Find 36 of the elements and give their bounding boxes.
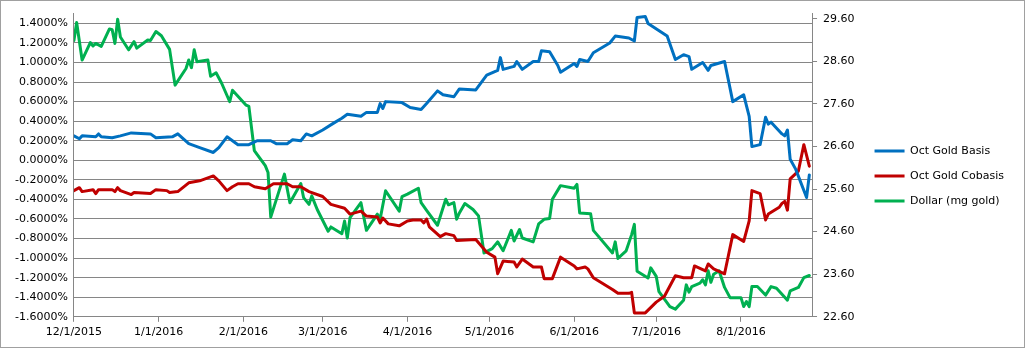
legend-label: Oct Gold Cobasis (910, 168, 1005, 182)
y-tick-label: -0.2000% (14, 172, 68, 186)
y-tick-label: 0.8000% (18, 74, 68, 88)
legend-label: Oct Gold Basis (910, 143, 991, 157)
y2-tick-label: 24.60 (823, 224, 855, 238)
x-tick-label: 4/1/2016 (382, 325, 433, 339)
y2-tick-label: 27.60 (823, 96, 855, 110)
x-tick-label: 2/1/2016 (218, 325, 269, 339)
legend-label: Dollar (mg gold) (910, 193, 1000, 207)
y-tick-label: -1.2000% (14, 270, 68, 284)
y-tick-label: 1.0000% (18, 55, 68, 69)
y2-tick-label: 25.60 (823, 181, 855, 195)
x-tick-label: 3/1/2016 (297, 325, 348, 339)
y-tick-label: 1.4000% (18, 16, 68, 30)
y-tick-label: -1.0000% (14, 250, 68, 264)
x-tick-label: 12/1/2015 (45, 325, 103, 339)
y-tick-label: -1.4000% (14, 290, 68, 304)
y-tick-label: 0.6000% (18, 94, 68, 108)
y2-tick-label: 28.60 (823, 54, 855, 68)
x-tick-label: 1/1/2016 (133, 325, 184, 339)
y-tick-label: 1.2000% (18, 35, 68, 49)
y-tick-label: 0.0000% (18, 153, 68, 167)
y-tick-label: 0.4000% (18, 114, 68, 128)
y2-tick-label: 29.60 (823, 11, 855, 25)
y2-tick-label: 23.60 (823, 267, 855, 281)
x-tick-label: 6/1/2016 (549, 325, 599, 339)
y-tick-label: -0.4000% (14, 192, 68, 206)
x-tick-label: 8/1/2016 (716, 325, 766, 339)
y2-tick-label: 26.60 (823, 139, 855, 153)
y2-tick-label: 22.60 (823, 309, 855, 323)
x-tick-label: 7/1/2016 (631, 325, 681, 339)
y-tick-label: -0.6000% (14, 211, 68, 225)
y-tick-label: -0.8000% (14, 231, 68, 245)
y-tick-label: 0.2000% (18, 133, 68, 147)
x-tick-label: 5/1/2016 (464, 325, 515, 339)
y-tick-label: -1.6000% (14, 309, 68, 323)
